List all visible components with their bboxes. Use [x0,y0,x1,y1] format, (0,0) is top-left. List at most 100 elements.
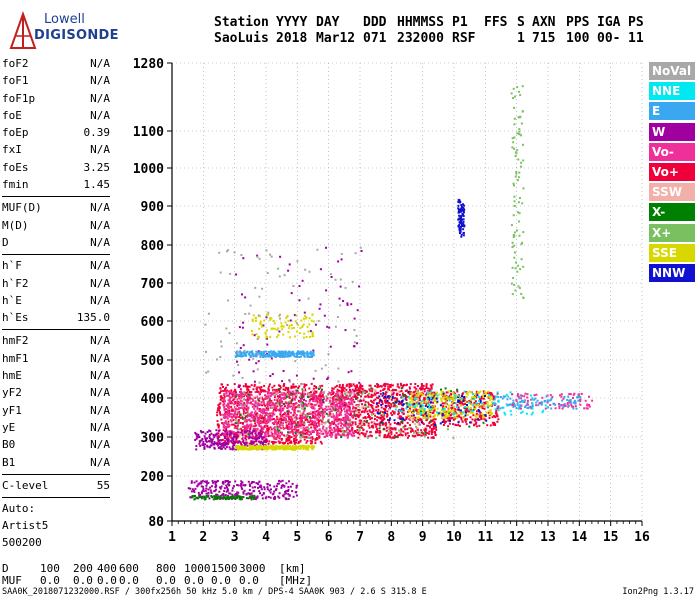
echo-point [300,319,303,322]
echo-point [411,429,414,432]
echo-point [286,439,289,442]
echo-point [256,402,259,405]
echo-point [337,408,340,411]
echo-point [211,440,214,443]
echo-point [234,402,237,405]
echo-point [198,493,201,496]
echo-point [434,433,437,436]
echo-point [253,404,256,407]
echo-point [285,447,288,450]
y-tick-label: 500 [141,354,165,369]
echo-point [258,336,260,339]
echo-point [233,496,236,499]
echo-point [464,400,467,403]
echo-point [242,445,245,448]
echo-point [430,433,433,435]
param-value: N/A [90,143,110,157]
echo-point [276,447,279,450]
echo-point [289,420,292,423]
echo-point [219,391,221,394]
echo-point [457,406,460,409]
echo-point [379,389,382,392]
echo-point [347,434,350,437]
echo-point [286,387,289,390]
echo-point [319,440,322,443]
echo-point [478,415,481,418]
echo-point [475,417,478,420]
echo-point [398,393,401,396]
echo-point [353,412,356,415]
echo-point [272,497,275,500]
echo-point [302,353,305,356]
echo-point [364,432,367,435]
echo-point [224,408,227,411]
echo-point [223,406,226,408]
echo-point [245,398,247,401]
echo-point [324,411,327,414]
echo-point [427,394,430,397]
echo-point [252,446,255,449]
echo-point [349,410,352,413]
echo-point [278,492,281,495]
echo-point [278,315,281,317]
echo-point [288,448,291,450]
echo-point [449,410,452,413]
echo-point [265,395,268,398]
echo-point [474,422,477,425]
echo-point [265,413,268,416]
echo-point [272,389,275,392]
echo-point [371,407,374,410]
echo-point [262,428,265,430]
echo-point [195,437,198,440]
echo-point [300,355,302,358]
echo-point [452,396,455,399]
echo-point [396,383,399,386]
echo-point [258,393,261,396]
echo-point [222,416,225,419]
echo-point [241,293,243,296]
echo-point [345,404,348,407]
echo-point [272,492,275,495]
echo-point [269,419,272,422]
echo-point [251,318,254,321]
echo-point [479,406,482,409]
echo-point [232,431,235,434]
echo-point [227,423,230,426]
echo-point [328,391,331,394]
echo-point [392,402,395,405]
echo-point [228,492,231,495]
echo-point [420,386,423,389]
echo-point [219,402,222,405]
echo-point [294,320,297,323]
echo-point [252,429,255,432]
echo-point [318,416,321,419]
param-row: yE N/A [2,420,110,437]
echo-point [217,446,220,449]
echo-point [339,429,342,432]
echo-point [215,488,217,491]
echo-point [300,425,303,427]
header-value-pps: 100 [566,31,590,46]
echo-point [535,404,538,407]
echo-point [489,424,492,427]
echo-point [234,445,237,448]
echo-point [456,390,459,393]
echo-point [345,421,348,424]
echo-point [266,403,269,406]
param-row: h`F N/A [2,258,110,275]
echo-point [197,497,200,500]
note-text: Auto: [2,502,36,516]
param-name: hmE [2,369,22,383]
echo-point [237,408,240,410]
echo-point [262,409,265,412]
echo-point [296,390,299,393]
echo-point [246,395,249,398]
echo-point [289,427,291,430]
echo-point [258,408,261,410]
echo-point [243,411,246,414]
echo-point [230,420,233,423]
echo-point [233,442,236,444]
echo-point [393,404,396,406]
echo-point [260,386,263,389]
echo-point [308,434,311,436]
